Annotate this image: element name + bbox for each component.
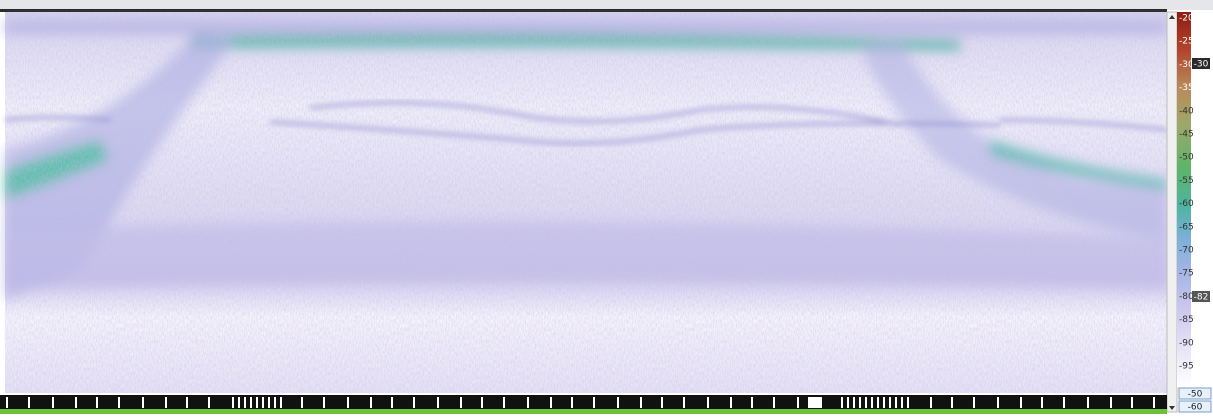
- timeline-tick: [165, 397, 167, 408]
- timeline-tick: [347, 397, 349, 408]
- timeline-tick: [413, 397, 415, 408]
- timeline-tick: [268, 397, 270, 408]
- timeline-tick: [847, 397, 849, 408]
- timeline-tick: [841, 397, 843, 408]
- scale-label: -60: [1179, 199, 1194, 209]
- timeline-tick: [28, 397, 30, 408]
- timeline-tick: [481, 397, 483, 408]
- timeline-tick: [951, 397, 953, 408]
- timeline-tick: [889, 397, 891, 408]
- scale-label: -85: [1179, 315, 1194, 325]
- timeline-tick: [118, 397, 120, 408]
- scale-label: -20: [1179, 14, 1194, 24]
- scale-marker: -30: [1194, 60, 1209, 70]
- timeline-tick: [820, 397, 822, 408]
- scale-label: -40: [1179, 106, 1194, 116]
- timeline-tick: [142, 397, 144, 408]
- scale-label: -30: [1179, 60, 1194, 70]
- timeline-tick: [661, 397, 663, 408]
- timeline-tick: [238, 397, 240, 408]
- timeline-tick: [640, 397, 642, 408]
- page: -20-25-30-35-40-45-50-55-60-65-70-75-80-…: [0, 0, 1213, 414]
- scale-label: -80: [1179, 292, 1194, 302]
- timeline-tick: [571, 397, 573, 408]
- timeline-tick: [751, 397, 753, 408]
- timeline-tick: [437, 397, 439, 408]
- timeline-tick: [865, 397, 867, 408]
- timeline-tick: [527, 397, 529, 408]
- timeline-tick: [232, 397, 234, 408]
- timeline-tick: [683, 397, 685, 408]
- timeline-tick: [370, 397, 372, 408]
- timeline-tick: [907, 397, 909, 408]
- timeline-tick: [617, 397, 619, 408]
- timeline-tick: [1131, 397, 1133, 408]
- scale-label: -25: [1179, 37, 1194, 47]
- timeline-block: [808, 397, 820, 408]
- timeline-tick: [707, 397, 709, 408]
- timeline-tick: [250, 397, 252, 408]
- timeline-tick: [262, 397, 264, 408]
- timeline-tick: [323, 397, 325, 408]
- timeline-bar: [0, 409, 1167, 414]
- timeline-tick: [859, 397, 861, 408]
- timeline-tick: [244, 397, 246, 408]
- echogram: [5, 12, 1167, 393]
- toolbar-border: [0, 9, 1167, 12]
- timeline-tick: [901, 397, 903, 408]
- timeline-tick: [52, 397, 54, 408]
- timeline-tick: [460, 397, 462, 408]
- scale-label: -45: [1179, 130, 1194, 140]
- timeline-tick: [895, 397, 897, 408]
- min-value: -50: [1188, 390, 1203, 400]
- timeline-tick: [186, 397, 188, 408]
- timeline-tick: [280, 397, 282, 408]
- timeline-tick: [973, 397, 975, 408]
- timeline-tick: [871, 397, 873, 408]
- scale-label: -65: [1179, 222, 1194, 232]
- scale-label: -35: [1179, 83, 1194, 93]
- timeline-tick: [877, 397, 879, 408]
- timeline-tick: [997, 397, 999, 408]
- echogram-window: -20-25-30-35-40-45-50-55-60-65-70-75-80-…: [0, 0, 1213, 414]
- timeline-tick: [1063, 397, 1065, 408]
- timeline-tick: [256, 397, 258, 408]
- scale-label: -55: [1179, 176, 1194, 186]
- timeline-tick: [853, 397, 855, 408]
- max-value: -60: [1188, 403, 1203, 413]
- scale-marker: -82: [1194, 293, 1209, 303]
- timeline-tick: [1020, 397, 1022, 408]
- timeline-tick: [75, 397, 77, 408]
- timeline-tick: [550, 397, 552, 408]
- timeline-tick: [503, 397, 505, 408]
- timeline-tick: [730, 397, 732, 408]
- timeline-tick: [1153, 397, 1155, 408]
- scale-label: -90: [1179, 338, 1194, 348]
- echo-noise: [5, 12, 1167, 393]
- scale-label: -95: [1179, 362, 1194, 372]
- timeline-tick: [96, 397, 98, 408]
- timeline-tick: [274, 397, 276, 408]
- timeline-tick: [797, 397, 799, 408]
- timeline-tick: [208, 397, 210, 408]
- timeline-tick: [391, 397, 393, 408]
- timeline-tick: [1110, 397, 1112, 408]
- timeline-tick: [1041, 397, 1043, 408]
- timeline-background: [0, 395, 1167, 409]
- timeline-tick: [773, 397, 775, 408]
- scale-label: -70: [1179, 246, 1194, 256]
- timeline-strip: [0, 395, 1167, 414]
- timeline-tick: [301, 397, 303, 408]
- scale-label: -75: [1179, 269, 1194, 279]
- scrollbar[interactable]: [1167, 12, 1177, 412]
- scale-label: -50: [1179, 153, 1194, 163]
- timeline-tick: [930, 397, 932, 408]
- timeline-tick: [593, 397, 595, 408]
- timeline-tick: [1087, 397, 1089, 408]
- timeline-tick: [883, 397, 885, 408]
- timeline-tick: [6, 397, 8, 408]
- toolbar: [0, 0, 1213, 10]
